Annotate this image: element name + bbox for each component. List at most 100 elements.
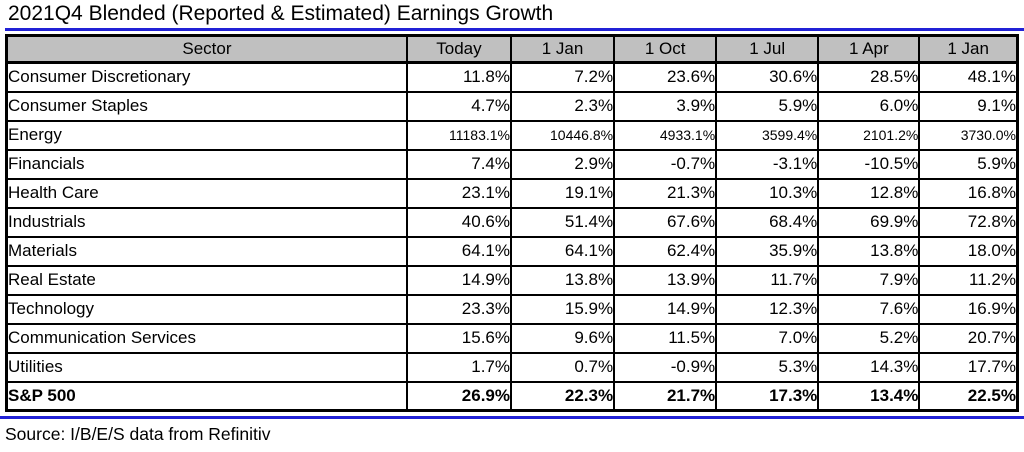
value-cell: 30.6% bbox=[715, 61, 820, 93]
sector-cell: Technology bbox=[5, 293, 408, 325]
value-cell: -0.9% bbox=[613, 351, 718, 383]
value-cell: 12.8% bbox=[817, 177, 921, 209]
value-cell: 11183.1% bbox=[405, 119, 512, 151]
column-header-1jul: 1 Jul bbox=[715, 34, 820, 64]
value-cell: 13.4% bbox=[817, 380, 921, 412]
value-cell: 15.6% bbox=[405, 322, 512, 354]
value-cell: 5.2% bbox=[817, 322, 921, 354]
value-cell: 21.7% bbox=[613, 380, 718, 412]
value-cell: 22.5% bbox=[918, 380, 1019, 412]
value-cell: 72.8% bbox=[918, 206, 1019, 238]
value-cell: 48.1% bbox=[918, 61, 1019, 93]
value-cell: 11.2% bbox=[918, 264, 1019, 296]
column-header-1oct: 1 Oct bbox=[613, 34, 718, 64]
title-underline-rule bbox=[5, 28, 1024, 31]
column-header-1jan-prev: 1 Jan bbox=[918, 34, 1019, 64]
value-cell: 23.6% bbox=[613, 61, 718, 93]
table-row: Consumer Staples 4.7% 2.3% 3.9% 5.9% 6.0% 9.1% bbox=[5, 90, 1019, 122]
value-cell: 22.3% bbox=[509, 380, 616, 412]
table-body: Consumer Discretionary 11.8% 7.2% 23.6% 30.6… bbox=[5, 61, 1019, 412]
table-row: Energy 11183.1% 10446.8% 4933.1% 3599.4% 2101… bbox=[5, 119, 1019, 151]
table-row: Materials 64.1% 64.1% 62.4% 35.9% 13.8% 18.0% bbox=[5, 235, 1019, 267]
table-row: Health Care 23.1% 19.1% 21.3% 10.3% 12.8% 16.8… bbox=[5, 177, 1019, 209]
value-cell: 64.1% bbox=[509, 235, 616, 267]
value-cell: 0.7% bbox=[509, 351, 616, 383]
table-row: Technology 23.3% 15.9% 14.9% 12.3% 7.6% 16.9% bbox=[5, 293, 1019, 325]
value-cell: 4.7% bbox=[405, 90, 512, 122]
value-cell: 64.1% bbox=[405, 235, 512, 267]
sector-cell: Health Care bbox=[5, 177, 408, 209]
value-cell: 9.1% bbox=[918, 90, 1019, 122]
value-cell: 11.8% bbox=[405, 61, 512, 93]
value-cell: 21.3% bbox=[613, 177, 718, 209]
value-cell: 40.6% bbox=[405, 206, 512, 238]
value-cell: 7.2% bbox=[509, 61, 616, 93]
value-cell: -3.1% bbox=[715, 148, 820, 180]
value-cell: 23.3% bbox=[405, 293, 512, 325]
sector-cell: Financials bbox=[5, 148, 408, 180]
value-cell: 51.4% bbox=[509, 206, 616, 238]
table-row: Utilities 1.7% 0.7% -0.9% 5.3% 14.3% 17.7% bbox=[5, 351, 1019, 383]
value-cell: 5.9% bbox=[918, 148, 1019, 180]
value-cell: 10446.8% bbox=[509, 119, 616, 151]
value-cell: 14.9% bbox=[405, 264, 512, 296]
value-cell: 5.9% bbox=[715, 90, 820, 122]
value-cell: 3599.4% bbox=[715, 119, 820, 151]
value-cell: 3.9% bbox=[613, 90, 718, 122]
value-cell: 1.7% bbox=[405, 351, 512, 383]
value-cell: 7.6% bbox=[817, 293, 921, 325]
value-cell: 4933.1% bbox=[613, 119, 718, 151]
value-cell: 16.9% bbox=[918, 293, 1019, 325]
value-cell: 19.1% bbox=[509, 177, 616, 209]
value-cell: 2.9% bbox=[509, 148, 616, 180]
source-text: Source: I/B/E/S data from Refinitiv bbox=[5, 424, 271, 444]
sector-cell: Real Estate bbox=[5, 264, 408, 296]
table-row: Real Estate 14.9% 13.8% 13.9% 11.7% 7.9% 11.2% bbox=[5, 264, 1019, 296]
column-header-1apr: 1 Apr bbox=[817, 34, 921, 64]
value-cell: 69.9% bbox=[817, 206, 921, 238]
value-cell: 2101.2% bbox=[817, 119, 921, 151]
value-cell: 6.0% bbox=[817, 90, 921, 122]
column-header-today: Today bbox=[405, 34, 512, 64]
table-row: Consumer Discretionary 11.8% 7.2% 23.6% 30.6… bbox=[5, 61, 1019, 93]
value-cell: 67.6% bbox=[613, 206, 718, 238]
value-cell: 13.8% bbox=[509, 264, 616, 296]
value-cell: 9.6% bbox=[509, 322, 616, 354]
value-cell: 28.5% bbox=[817, 61, 921, 93]
table-row: Communication Services 15.6% 9.6% 11.5% 7.0%… bbox=[5, 322, 1019, 354]
earnings-table: Sector Today 1 Jan 1 Oct 1 Jul 1 Apr 1 J… bbox=[5, 34, 1019, 412]
value-cell: 18.0% bbox=[918, 235, 1019, 267]
column-header-sector: Sector bbox=[5, 34, 408, 64]
value-cell: 20.7% bbox=[918, 322, 1019, 354]
value-cell: 14.3% bbox=[817, 351, 921, 383]
value-cell: 17.7% bbox=[918, 351, 1019, 383]
sector-cell: Industrials bbox=[5, 206, 408, 238]
value-cell: 3730.0% bbox=[918, 119, 1019, 151]
value-cell: 17.3% bbox=[715, 380, 820, 412]
value-cell: -10.5% bbox=[817, 148, 921, 180]
value-cell: 15.9% bbox=[509, 293, 616, 325]
value-cell: 13.9% bbox=[613, 264, 718, 296]
value-cell: 11.7% bbox=[715, 264, 820, 296]
sector-cell: Energy bbox=[5, 119, 408, 151]
value-cell: 62.4% bbox=[613, 235, 718, 267]
value-cell: 7.0% bbox=[715, 322, 820, 354]
table-row: S&P 500 26.9% 22.3% 21.7% 17.3% 13.4% 22.5% bbox=[5, 380, 1019, 412]
sector-cell: Consumer Staples bbox=[5, 90, 408, 122]
value-cell: 7.4% bbox=[405, 148, 512, 180]
value-cell: 11.5% bbox=[613, 322, 718, 354]
page-title: 2021Q4 Blended (Reported & Estimated) Ea… bbox=[8, 2, 554, 25]
value-cell: 10.3% bbox=[715, 177, 820, 209]
value-cell: 7.9% bbox=[817, 264, 921, 296]
value-cell: 13.8% bbox=[817, 235, 921, 267]
value-cell: 14.9% bbox=[613, 293, 718, 325]
sector-cell: Communication Services bbox=[5, 322, 408, 354]
table-row: Industrials 40.6% 51.4% 67.6% 68.4% 69.9% 72.8… bbox=[5, 206, 1019, 238]
table-header-row: Sector Today 1 Jan 1 Oct 1 Jul 1 Apr 1 J… bbox=[5, 34, 1019, 64]
value-cell: 68.4% bbox=[715, 206, 820, 238]
value-cell: 26.9% bbox=[405, 380, 512, 412]
value-cell: 5.3% bbox=[715, 351, 820, 383]
sector-cell: Materials bbox=[5, 235, 408, 267]
value-cell: 2.3% bbox=[509, 90, 616, 122]
